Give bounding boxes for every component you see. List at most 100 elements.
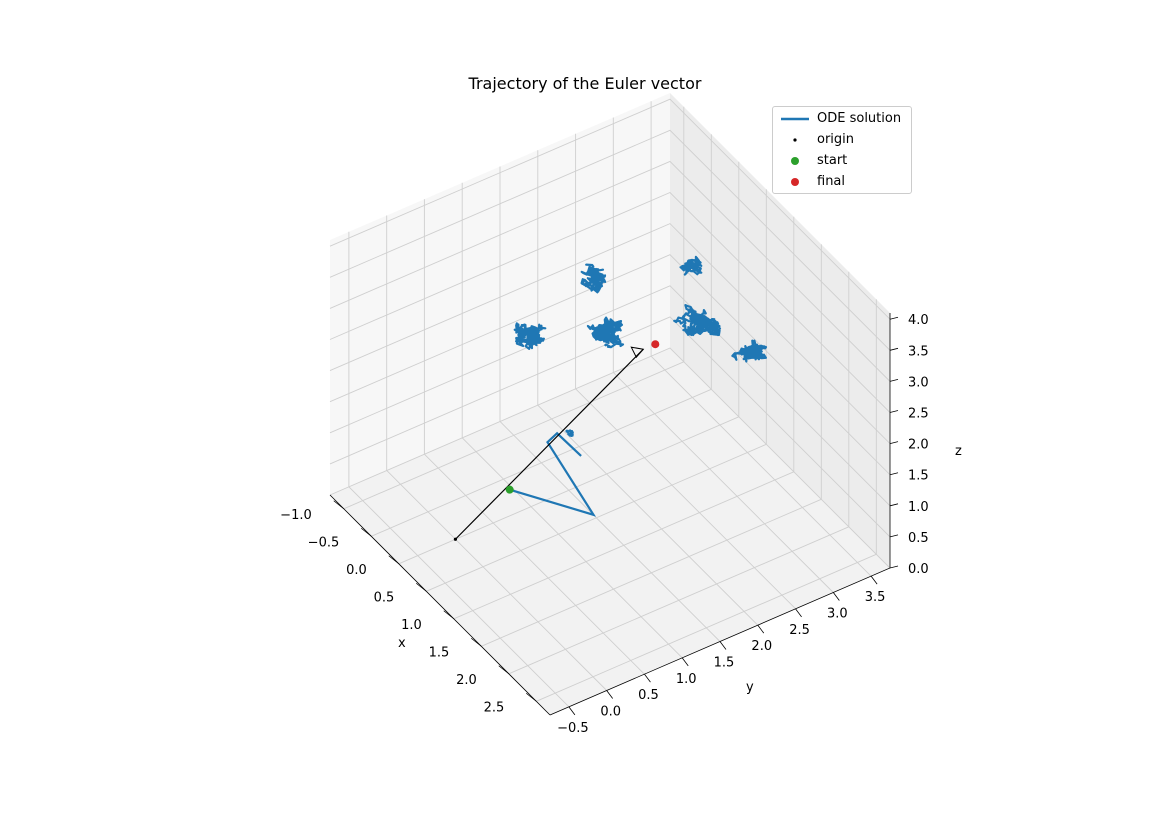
tick-labels: −1.0 −0.5 0.0 0.5 1.0 1.5 2.0 2.5 −0.5 0.0 0.5 1.0 1… [280,313,929,736]
z-tick-mark [889,316,899,320]
x-tick-label: −0.5 [308,535,340,550]
x-tick-label: 1.0 [401,618,422,633]
red-marker-icon [791,178,799,186]
y-tick-label: 2.5 [789,623,810,638]
ode-solution-cluster [565,429,574,437]
y-tick-label: 2.0 [751,639,772,654]
grid-line-z [329,223,891,444]
legend-item-start: start [773,152,913,170]
y-tick-label: 1.5 [714,656,735,671]
x-tick-mark [498,665,509,675]
euler-vector-arrow [454,348,644,540]
z-tick-mark [889,410,899,413]
y-tick-label: 1.0 [676,672,697,687]
x-axis-label: x [398,636,406,651]
legend-item-final: final [773,173,913,191]
final-marker [651,340,660,349]
grid-line-z [329,254,891,476]
ode-solution-cluster [513,322,547,350]
line-swatch-icon [781,117,809,121]
z-tick-label: 3.0 [908,375,929,390]
z-tick-label: 0.5 [908,531,929,546]
y-tick-label: −0.5 [557,721,589,736]
z-tick-mark [889,565,899,569]
y-tick-label: 0.0 [600,705,621,720]
z-tick-mark [889,472,899,476]
ode-solution-series [509,255,768,517]
grid-line-z [329,160,891,382]
grid-line-z [329,191,891,413]
x-tick-mark [471,637,482,647]
start-marker [505,485,514,494]
z-tick-label: 4.0 [908,313,929,328]
ode-solution-line [509,431,597,517]
side-pane-y [670,93,890,568]
legend-label-origin: origin [817,132,855,147]
arrow-head-icon [630,346,645,359]
x-tick-mark [416,582,427,592]
x-tick-mark [443,610,454,620]
x-tick-mark [333,500,344,510]
legend: ODE solution origin start final [772,106,912,194]
z-tick-label: 0.0 [908,562,929,577]
legend-label-start: start [817,153,848,168]
legend-label-final: final [817,174,846,189]
z-tick-label: 1.5 [908,469,929,484]
y-tick-mark [568,706,576,716]
z-tick-mark [889,441,899,444]
y-tick-mark [719,641,727,650]
z-tick-mark [889,534,899,538]
grid-line-z [329,316,891,538]
grid-line-z [329,98,891,320]
y-tick-mark [644,673,651,683]
chart-title: Trajectory of the Euler vector [468,74,702,93]
x-tick-label: 2.5 [484,700,505,715]
green-marker-icon [791,157,799,165]
z-tick-label: 2.0 [908,438,929,453]
z-tick-label: 2.5 [908,407,929,422]
y-tick-label: 3.0 [827,607,848,622]
y-axis-label: y [746,680,754,695]
dot-swatch-icon [793,138,797,142]
z-tick-mark [889,379,899,382]
x-tick-label: −1.0 [280,508,312,523]
y-tick-label: 3.5 [865,590,886,605]
x-tick-mark [526,692,537,702]
y-tick-mark [833,592,840,601]
y-tick-mark [757,624,765,634]
markers [453,340,660,541]
x-tick-mark [361,527,372,537]
y-tick-mark [606,690,613,699]
x-tick-label: 2.0 [456,673,477,688]
grid-lines [329,98,891,708]
z-tick-label: 3.5 [908,344,929,359]
origin-marker [453,537,458,541]
ode-solution-cluster [679,255,703,276]
axis-lines [329,313,899,716]
x-axis-line [329,494,551,716]
z-tick-mark [889,503,899,507]
legend-item-origin: origin [773,131,913,149]
grid-line-z [329,129,891,351]
y-tick-mark [795,608,802,618]
legend-item-ode: ODE solution [773,110,913,128]
legend-label-ode: ODE solution [817,111,902,126]
x-tick-mark [388,555,399,565]
x-tick-label: 0.0 [346,563,367,578]
y-tick-mark [681,657,689,667]
grid-line-z [329,347,891,569]
x-tick-label: 1.5 [429,645,450,660]
ode-solution-cluster [586,316,625,349]
y-tick-mark [870,575,878,585]
grid-line-z [329,285,891,507]
ode-solution-cluster [580,263,607,294]
z-axis-label: z [955,444,962,459]
x-tick-label: 0.5 [374,590,395,605]
z-tick-mark [889,347,899,351]
y-tick-label: 0.5 [638,688,659,703]
z-tick-label: 1.0 [908,500,929,515]
ode-solution-cluster [731,339,768,363]
ode-solution-cluster [673,304,722,337]
